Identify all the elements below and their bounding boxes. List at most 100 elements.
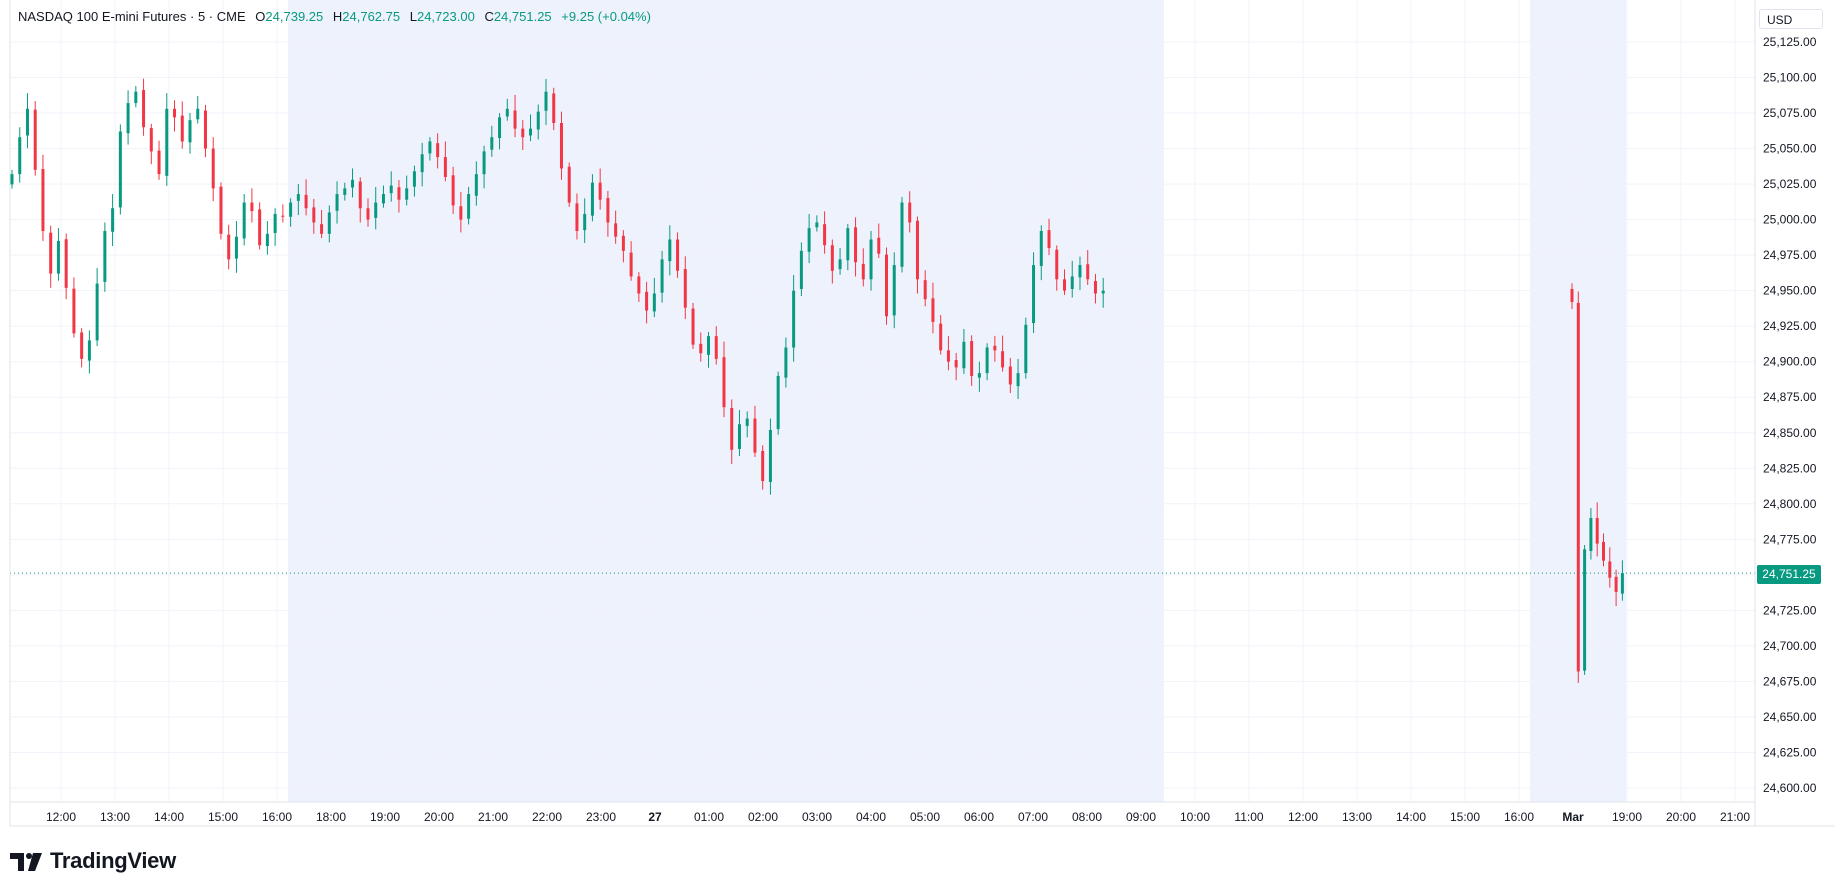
candle [381, 185, 385, 208]
y-tick-label: 25,100.00 [1763, 71, 1817, 85]
candle [1016, 358, 1020, 399]
candle [869, 230, 873, 291]
legend-separator: · [189, 9, 195, 24]
candle [1078, 256, 1082, 291]
x-tick-label: 23:00 [586, 810, 616, 824]
x-tick-label: 04:00 [856, 810, 886, 824]
candle [227, 224, 231, 270]
candle [939, 315, 943, 355]
symbol-legend: NASDAQ 100 E-mini Futures · 5 · CME O24,… [18, 9, 651, 24]
symbol-name[interactable]: NASDAQ 100 E-mini Futures [18, 9, 187, 24]
x-tick-label: 19:00 [370, 810, 400, 824]
candle [730, 399, 734, 465]
candle [142, 78, 146, 136]
candle [196, 95, 200, 124]
candle [598, 168, 602, 210]
candle [436, 133, 440, 169]
candle [33, 101, 37, 176]
candle [1032, 252, 1036, 334]
candle [745, 411, 749, 438]
candle [149, 123, 153, 165]
interval[interactable]: 5 [197, 9, 206, 24]
y-tick-label: 24,800.00 [1763, 497, 1817, 511]
candle [56, 228, 60, 281]
candle [358, 177, 362, 223]
high-label: H [332, 9, 343, 24]
candle [954, 352, 958, 381]
x-tick-label: 20:00 [424, 810, 454, 824]
candle [1608, 547, 1612, 588]
candle [10, 169, 14, 189]
candle [443, 141, 447, 182]
candle [776, 371, 780, 435]
candle [1602, 533, 1605, 567]
candle [49, 225, 53, 288]
low-label: L [409, 9, 417, 24]
y-tick-label: 25,075.00 [1763, 106, 1817, 120]
x-tick-label: 15:00 [208, 810, 238, 824]
x-tick-label: 12:00 [46, 810, 76, 824]
candle [1620, 560, 1624, 601]
x-tick-label: 15:00 [1450, 810, 1480, 824]
change-value: +9.25 (+0.04%) [561, 9, 651, 24]
open-label: O [255, 9, 266, 24]
candle [374, 186, 378, 230]
y-tick-label: 24,675.00 [1763, 674, 1817, 688]
candle [304, 179, 308, 216]
candle [118, 124, 122, 215]
y-tick-label: 25,125.00 [1763, 35, 1817, 49]
candle [203, 104, 207, 158]
candle [134, 86, 138, 108]
candle [95, 267, 99, 347]
y-tick-label: 24,775.00 [1763, 532, 1817, 546]
candle [846, 223, 850, 271]
candle [72, 277, 76, 338]
candle [498, 113, 502, 150]
candle [165, 93, 169, 186]
candle [1055, 245, 1059, 291]
candle [173, 100, 177, 132]
y-tick-label: 25,050.00 [1763, 142, 1817, 156]
currency-button[interactable]: USD [1759, 9, 1823, 29]
candle [1101, 277, 1105, 308]
candle [691, 302, 695, 349]
candle [1093, 273, 1097, 304]
y-tick-label: 24,950.00 [1763, 284, 1817, 298]
candle [645, 281, 649, 324]
candle [18, 127, 22, 183]
candle [111, 194, 115, 247]
open-value: 24,739.25 [265, 9, 324, 24]
candle [405, 175, 409, 206]
candle [830, 239, 834, 284]
candle [242, 194, 246, 246]
high-value: 24,762.75 [342, 9, 401, 24]
candle [946, 336, 950, 371]
exchange: CME [216, 9, 246, 24]
x-tick-label: 08:00 [1072, 810, 1102, 824]
candle [1614, 569, 1618, 607]
candle [343, 182, 347, 201]
candle [552, 87, 556, 131]
y-tick-label: 25,025.00 [1763, 177, 1817, 191]
candle [660, 250, 664, 303]
tradingview-logo[interactable]: TradingView [10, 848, 176, 873]
candle [977, 361, 981, 392]
candle [792, 275, 796, 362]
legend-separator: · [208, 9, 214, 24]
x-tick-label: 13:00 [100, 810, 130, 824]
candle [412, 165, 416, 197]
candle [854, 217, 858, 277]
candle [219, 182, 223, 240]
x-tick-label: 05:00 [910, 810, 940, 824]
candle [459, 192, 463, 233]
candle [753, 405, 757, 457]
candle [970, 335, 974, 386]
candle [529, 114, 533, 142]
candle [289, 198, 293, 227]
candle [87, 330, 91, 374]
candle [900, 196, 904, 273]
x-tick-label: 10:00 [1180, 810, 1210, 824]
candle [699, 332, 703, 362]
